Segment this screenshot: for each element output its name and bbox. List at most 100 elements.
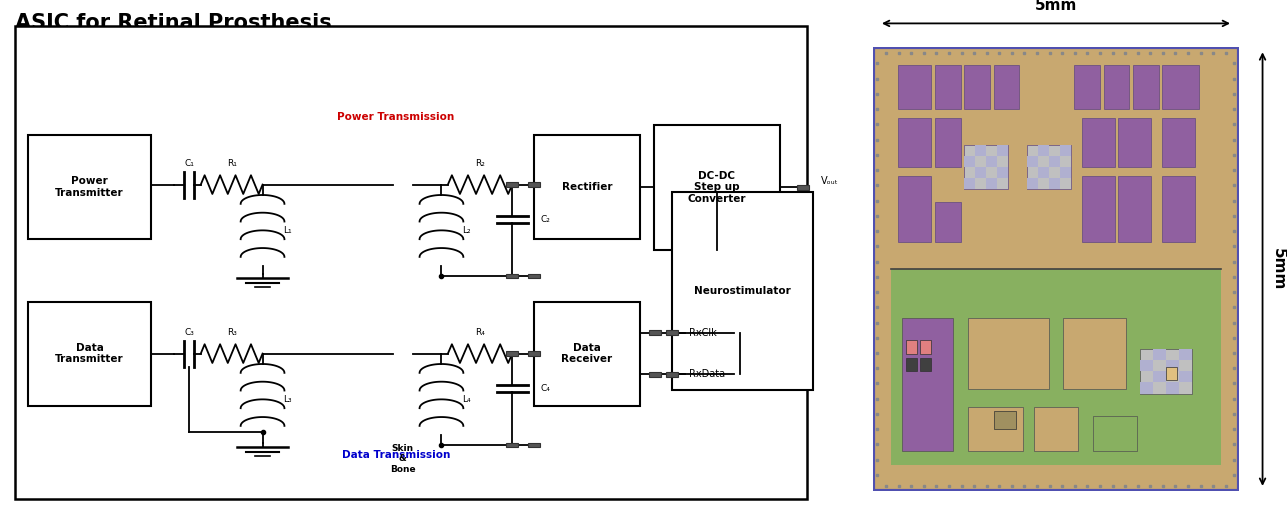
Bar <box>906 358 916 371</box>
Bar <box>1059 167 1071 178</box>
Bar <box>507 352 517 356</box>
Bar <box>1027 145 1071 189</box>
Bar <box>1140 383 1153 394</box>
Bar <box>898 118 932 167</box>
Bar <box>393 88 413 452</box>
Text: L₃: L₃ <box>283 395 292 404</box>
Text: R₁: R₁ <box>227 159 237 168</box>
Text: Data Transmission: Data Transmission <box>341 450 450 460</box>
Bar <box>528 182 541 187</box>
Bar <box>28 135 151 239</box>
Text: Data
Transmitter: Data Transmitter <box>55 343 124 365</box>
Bar <box>672 192 813 390</box>
Text: L₄: L₄ <box>462 395 471 404</box>
Bar <box>650 331 662 335</box>
Bar <box>654 125 780 250</box>
Bar <box>28 302 151 406</box>
Text: RxData: RxData <box>689 369 725 380</box>
Bar <box>920 340 932 354</box>
Bar <box>898 176 932 242</box>
Bar <box>1179 371 1192 383</box>
Bar <box>1049 178 1059 189</box>
Bar <box>1037 167 1049 178</box>
Bar <box>934 64 960 109</box>
Bar <box>667 331 677 335</box>
Bar <box>15 26 807 499</box>
Bar <box>534 135 640 239</box>
Text: L₁: L₁ <box>283 226 292 235</box>
Bar <box>507 182 517 187</box>
Text: R₂: R₂ <box>475 159 485 168</box>
Text: Data
Receiver: Data Receiver <box>561 343 613 365</box>
Text: Rectifier: Rectifier <box>561 182 613 192</box>
Bar <box>1166 383 1179 394</box>
Bar <box>534 302 640 406</box>
Text: R₄: R₄ <box>475 328 485 337</box>
Bar <box>1093 416 1136 451</box>
Bar <box>1140 349 1192 394</box>
Bar <box>976 167 986 178</box>
Bar <box>934 118 960 167</box>
Bar <box>798 185 810 189</box>
Text: C₂: C₂ <box>541 215 551 224</box>
Bar <box>1162 64 1199 109</box>
Bar <box>507 274 517 279</box>
Text: L₂: L₂ <box>462 226 471 235</box>
Text: Power
Transmitter: Power Transmitter <box>55 176 124 198</box>
Bar <box>1104 64 1130 109</box>
Bar <box>1162 118 1196 167</box>
Bar <box>1027 155 1037 167</box>
Text: R₃: R₃ <box>227 328 237 337</box>
Text: ASIC for Retinal Prosthesis: ASIC for Retinal Prosthesis <box>15 13 332 33</box>
Bar <box>976 145 986 155</box>
Text: 5mm: 5mm <box>1270 248 1286 290</box>
Text: C₄: C₄ <box>541 384 551 393</box>
Bar <box>968 407 1023 451</box>
Bar <box>1140 360 1153 371</box>
Bar <box>902 318 954 451</box>
Bar <box>1133 64 1158 109</box>
Bar <box>997 167 1008 178</box>
Bar <box>920 358 932 371</box>
Bar <box>1179 349 1192 360</box>
Text: DC-DC
Step up
Converter: DC-DC Step up Converter <box>687 171 746 204</box>
Bar <box>1049 155 1059 167</box>
Bar <box>994 411 1015 429</box>
Bar <box>997 145 1008 155</box>
Bar <box>1162 176 1196 242</box>
Bar <box>964 178 976 189</box>
Text: Vₒᵤₜ: Vₒᵤₜ <box>821 176 839 186</box>
Bar <box>934 202 960 242</box>
Bar <box>1033 407 1079 451</box>
Bar <box>507 443 517 448</box>
Bar <box>1081 118 1115 167</box>
Bar <box>1027 178 1037 189</box>
Bar <box>964 155 976 167</box>
Bar <box>986 178 997 189</box>
Bar <box>528 274 541 279</box>
Bar <box>1166 360 1179 371</box>
Bar <box>986 155 997 167</box>
Bar <box>1153 371 1166 383</box>
Bar <box>1063 318 1126 389</box>
Bar <box>528 443 541 448</box>
Bar <box>1037 145 1049 155</box>
Bar <box>968 318 1049 389</box>
Bar <box>1166 367 1178 380</box>
Bar <box>1075 64 1100 109</box>
Bar <box>650 372 662 376</box>
Bar <box>667 372 677 376</box>
Text: Skin
&
Bone: Skin & Bone <box>390 444 416 474</box>
Text: 5mm: 5mm <box>1035 0 1077 13</box>
Bar <box>1118 176 1152 242</box>
Bar <box>964 64 990 109</box>
Bar <box>891 269 1221 465</box>
Bar <box>1059 145 1071 155</box>
Text: Power Transmission: Power Transmission <box>337 112 454 122</box>
Text: RxClk: RxClk <box>689 328 717 338</box>
Bar <box>994 64 1019 109</box>
Text: C₃: C₃ <box>184 328 194 337</box>
Bar <box>1118 118 1152 167</box>
Bar <box>891 64 1221 260</box>
Bar <box>906 340 916 354</box>
